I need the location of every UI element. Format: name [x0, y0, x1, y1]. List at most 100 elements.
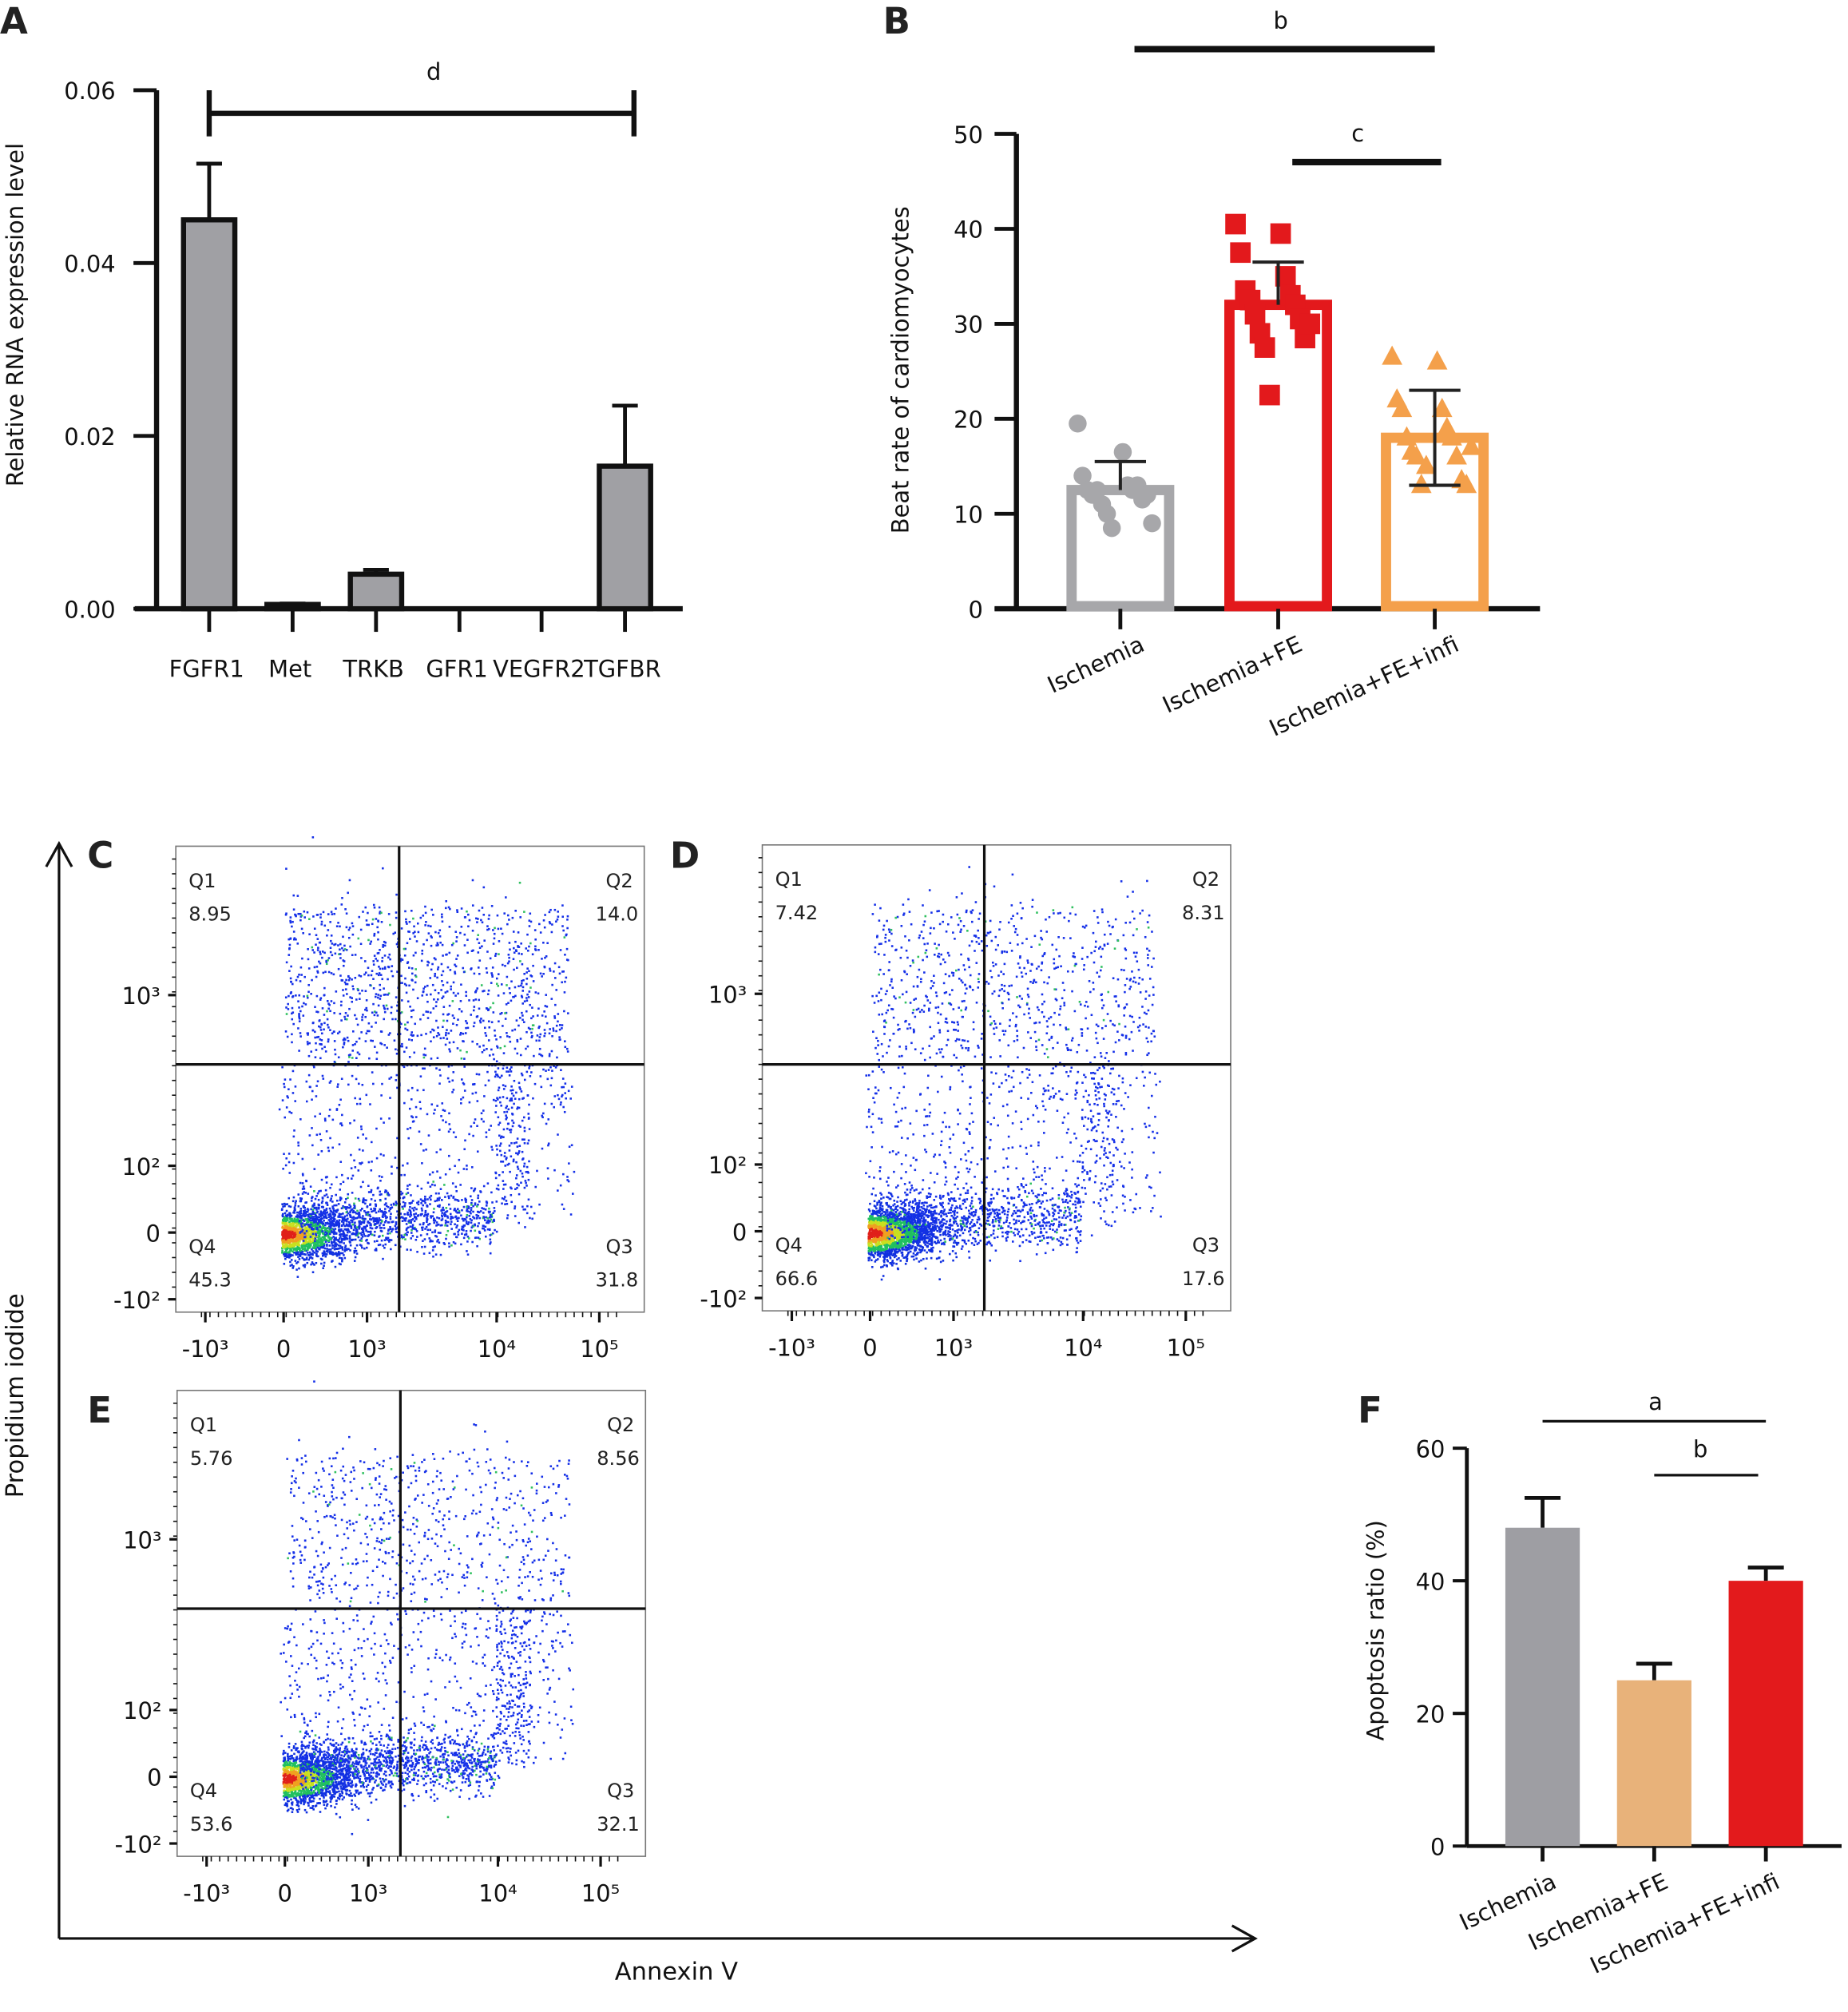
event-dot — [563, 936, 566, 939]
event-dot — [961, 1239, 964, 1242]
event-dot — [474, 998, 478, 1001]
event-dot — [335, 1193, 337, 1196]
event-dot — [337, 1253, 339, 1256]
event-dot — [464, 1032, 467, 1034]
event-dot — [414, 931, 416, 933]
event-dot — [387, 1232, 389, 1235]
event-dot — [545, 1122, 548, 1125]
event-dot — [332, 1244, 335, 1247]
event-dot — [448, 1154, 450, 1157]
event-dot — [455, 1236, 458, 1239]
event-dot — [341, 1248, 344, 1251]
event-dot — [316, 1080, 319, 1083]
event-dot — [465, 1220, 468, 1223]
event-dot — [306, 1236, 308, 1239]
event-dot — [446, 1210, 449, 1212]
event-dot — [511, 1113, 514, 1115]
event-dot — [327, 1216, 331, 1218]
event-dot — [477, 951, 480, 954]
event-dot — [327, 970, 331, 974]
event-dot — [335, 907, 337, 910]
event-dot — [290, 1214, 293, 1217]
event-dot — [294, 1224, 297, 1228]
event-dot — [317, 1198, 320, 1201]
event-dot — [283, 1153, 285, 1156]
event-dot — [287, 1008, 290, 1010]
event-dot — [400, 1234, 403, 1237]
event-dot — [478, 1007, 481, 1010]
event-dot — [529, 920, 533, 923]
event-dot — [502, 1188, 505, 1190]
event-dot — [404, 1027, 406, 1030]
event-dot — [438, 1216, 441, 1220]
event-dot — [291, 925, 293, 928]
event-dot — [355, 1077, 358, 1081]
bar-1 — [1224, 300, 1333, 612]
event-dot — [340, 1241, 343, 1244]
event-dot — [298, 1220, 301, 1223]
event-dot — [304, 1243, 307, 1246]
event-dot — [331, 1223, 334, 1226]
event-dot — [441, 915, 443, 919]
event-dot — [494, 952, 498, 955]
event-dot — [462, 1083, 466, 1085]
event-dot — [369, 1224, 371, 1227]
event-dot — [431, 1171, 434, 1174]
event-dot — [382, 867, 384, 870]
event-dot — [502, 1128, 506, 1131]
event-dot — [564, 954, 566, 956]
event-dot — [285, 1252, 288, 1255]
event-dot — [525, 1165, 529, 1169]
event-dot — [562, 1208, 565, 1210]
event-dot — [316, 949, 319, 951]
event-dot — [319, 1212, 323, 1215]
event-dot — [500, 1104, 502, 1107]
event-dot — [494, 1099, 498, 1102]
event-dot — [291, 920, 294, 923]
event-dot — [296, 895, 299, 897]
event-dot — [377, 938, 379, 941]
event-dot — [375, 1157, 379, 1160]
event-dot — [416, 1185, 419, 1188]
event-dot — [295, 1251, 299, 1253]
event-dot — [295, 1253, 297, 1256]
event-dot — [499, 1149, 502, 1153]
event-dot — [367, 1241, 369, 1244]
event-dot — [476, 921, 478, 923]
event-dot — [292, 1135, 295, 1138]
event-dot — [473, 1121, 475, 1125]
event-dot — [351, 1232, 355, 1235]
event-dot — [365, 919, 368, 922]
data-point — [1102, 518, 1121, 538]
event-dot — [426, 1216, 428, 1220]
event-dot — [441, 1102, 444, 1105]
event-dot — [529, 912, 532, 915]
event-dot — [538, 1047, 541, 1050]
event-dot — [496, 1153, 498, 1157]
event-dot — [359, 992, 361, 995]
event-dot — [502, 1183, 506, 1186]
y-tick-label: -10² — [113, 1287, 161, 1314]
event-dot — [506, 1157, 508, 1159]
event-dot — [321, 1200, 324, 1203]
event-dot — [414, 1216, 416, 1218]
event-dot — [484, 1225, 487, 1228]
event-dot — [285, 961, 288, 964]
event-dot — [337, 1225, 340, 1228]
event-dot — [363, 1220, 366, 1223]
event-dot — [302, 932, 304, 935]
event-dot — [438, 1204, 441, 1207]
event-dot — [533, 1212, 536, 1215]
event-dot — [315, 1010, 318, 1013]
event-dot — [569, 1097, 572, 1100]
event-dot — [322, 1255, 324, 1257]
event-dot — [315, 1208, 318, 1211]
event-dot — [505, 1117, 508, 1121]
event-dot — [430, 993, 432, 996]
event-dot — [517, 1168, 520, 1170]
event-dot — [336, 1224, 339, 1226]
event-dot — [466, 951, 469, 954]
event-dot — [528, 990, 531, 993]
event-dot — [333, 1248, 336, 1251]
panel-letter-e: E — [87, 1389, 112, 1431]
